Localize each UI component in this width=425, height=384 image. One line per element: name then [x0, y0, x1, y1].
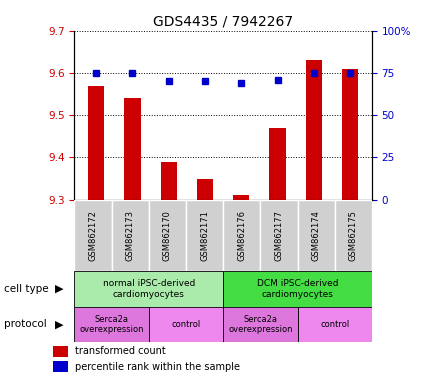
Bar [53, 346, 68, 357]
Bar [149, 307, 223, 342]
Bar [74, 271, 223, 307]
Bar [161, 162, 177, 200]
Bar [197, 179, 213, 200]
Text: Serca2a
overexpression: Serca2a overexpression [79, 315, 144, 334]
Text: percentile rank within the sample: percentile rank within the sample [75, 362, 240, 372]
Text: GSM862177: GSM862177 [275, 210, 283, 261]
Text: GSM862170: GSM862170 [163, 210, 172, 261]
Bar [74, 307, 149, 342]
Text: GSM862174: GSM862174 [312, 210, 320, 261]
Bar [149, 200, 186, 271]
Bar [233, 195, 249, 200]
Title: GDS4435 / 7942267: GDS4435 / 7942267 [153, 14, 293, 28]
Bar [335, 200, 372, 271]
Bar [298, 200, 335, 271]
Bar [53, 361, 68, 372]
Text: GSM862171: GSM862171 [200, 210, 209, 261]
Text: GSM862172: GSM862172 [88, 210, 97, 261]
Bar [260, 200, 298, 271]
Bar [186, 200, 223, 271]
Bar [223, 307, 298, 342]
Text: protocol: protocol [4, 319, 47, 329]
Bar [269, 128, 286, 200]
Text: control: control [171, 320, 201, 329]
Text: GSM862175: GSM862175 [349, 210, 358, 261]
Text: GSM862176: GSM862176 [237, 210, 246, 261]
Bar [223, 200, 260, 271]
Bar [74, 200, 111, 271]
Bar [223, 271, 372, 307]
Bar [88, 86, 104, 200]
Bar [111, 200, 149, 271]
Text: DCM iPSC-derived
cardiomyocytes: DCM iPSC-derived cardiomyocytes [257, 279, 338, 299]
Text: control: control [320, 320, 349, 329]
Text: transformed count: transformed count [75, 346, 166, 356]
Text: Serca2a
overexpression: Serca2a overexpression [228, 315, 292, 334]
Bar [124, 98, 141, 200]
Bar [298, 307, 372, 342]
Text: cell type: cell type [4, 284, 49, 294]
Bar [306, 60, 322, 200]
Text: normal iPSC-derived
cardiomyocytes: normal iPSC-derived cardiomyocytes [102, 279, 195, 299]
Bar [342, 69, 358, 200]
Text: ▶: ▶ [55, 284, 64, 294]
Text: GSM862173: GSM862173 [126, 210, 135, 261]
Text: ▶: ▶ [55, 319, 64, 329]
